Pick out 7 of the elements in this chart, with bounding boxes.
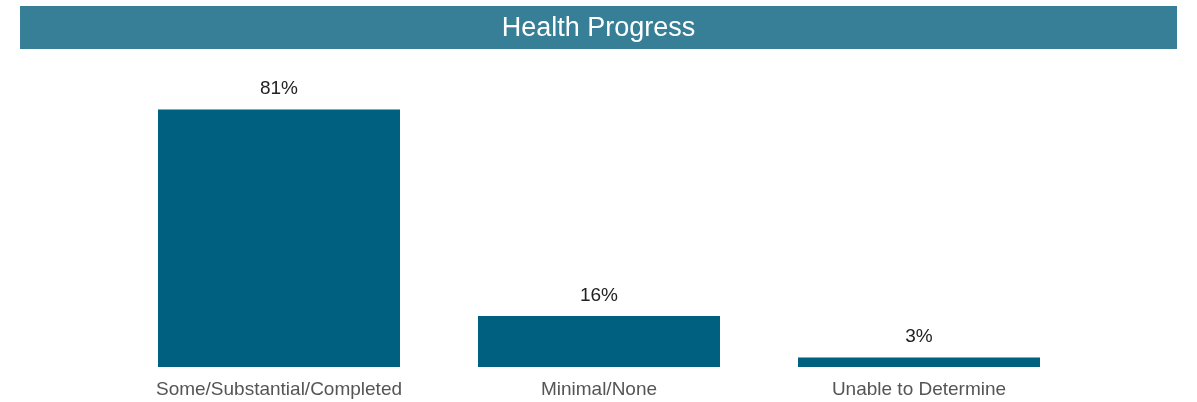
x-tick-label: Some/Substantial/Completed: [155, 378, 403, 399]
data-label: 81%: [259, 77, 299, 99]
x-tick-label: Minimal/None: [540, 378, 658, 399]
data-label: 16%: [579, 284, 619, 306]
chart-title: Health Progress: [20, 6, 1177, 49]
data-label: 3%: [905, 325, 933, 347]
x-tick-label: Unable to Determine: [831, 378, 1007, 399]
